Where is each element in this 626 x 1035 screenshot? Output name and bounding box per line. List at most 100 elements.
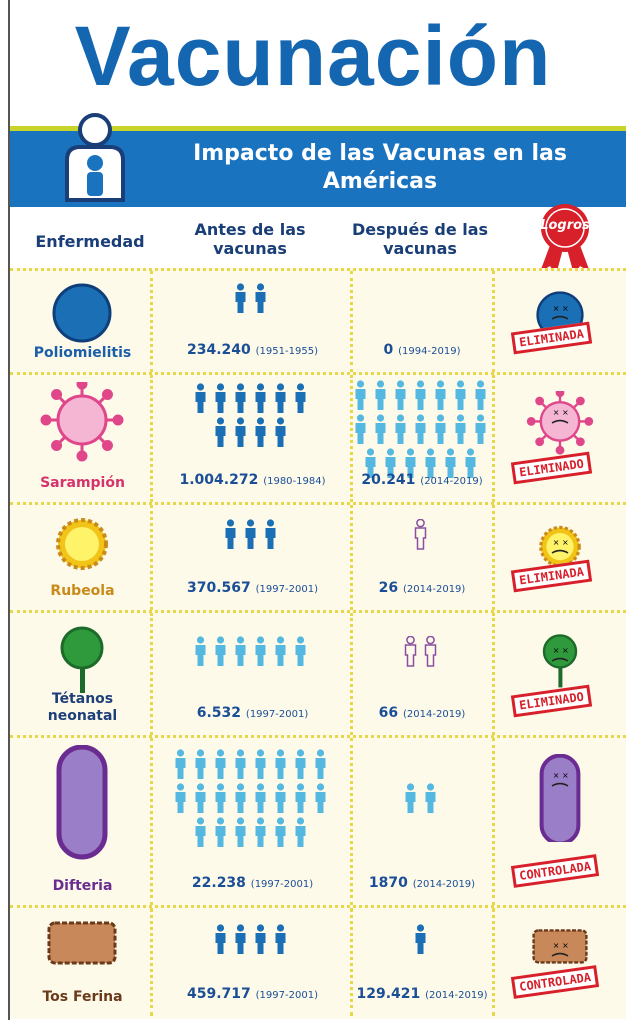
divider <box>350 908 353 1016</box>
people-icons <box>225 519 276 549</box>
divider <box>492 505 495 610</box>
count: 129.421 (2014-2019) <box>352 986 492 1002</box>
divider <box>492 738 495 905</box>
disease-icon <box>47 921 117 965</box>
disease-icon <box>56 518 108 570</box>
disease-icon <box>52 283 112 343</box>
count-value: 1870 <box>368 875 408 891</box>
edge <box>8 0 10 1020</box>
count-value: 234.240 <box>187 342 251 358</box>
divider <box>350 738 353 905</box>
people-icons <box>415 923 426 954</box>
divider <box>150 908 153 1016</box>
disease-name: Tos Ferina <box>42 989 123 1005</box>
count-value: 66 <box>378 705 399 721</box>
svg-text:× ×: × × <box>553 304 569 313</box>
period: (1951-1955) <box>255 346 318 357</box>
disease-icon <box>40 382 124 462</box>
svg-text:× ×: × × <box>553 771 569 780</box>
period: (1997-2001) <box>250 879 314 890</box>
period: (1997-2001) <box>245 709 309 720</box>
svg-text:× ×: × × <box>553 538 569 547</box>
divider <box>150 375 153 502</box>
people-icons <box>175 749 326 847</box>
people-icons <box>414 519 427 550</box>
count: 0 (1994-2019) <box>352 342 492 358</box>
count: 370.567 (1997-2001) <box>155 580 350 596</box>
disease-name: Difteria <box>52 878 113 894</box>
period: (1994-2019) <box>398 346 461 357</box>
achievement-icon: × × <box>539 754 581 842</box>
divider <box>492 271 495 372</box>
disease-name: Sarampión <box>40 475 125 491</box>
count-value: 20.241 <box>361 472 416 488</box>
divider <box>492 613 495 735</box>
count: 6.532 (1997-2001) <box>155 705 350 721</box>
divider <box>150 271 153 372</box>
row <box>10 610 626 738</box>
svg-text:× ×: × × <box>553 646 569 655</box>
count-value: 26 <box>378 580 399 596</box>
disease-name: Rubeola <box>50 583 115 599</box>
period: (2014-2019) <box>420 476 483 487</box>
achievement-icon: × × <box>539 525 581 568</box>
count-value: 459.717 <box>187 986 251 1002</box>
divider <box>350 613 353 735</box>
disease-name: Poliomielitis <box>33 345 132 361</box>
period: (1997-2001) <box>255 584 318 595</box>
people-icons <box>405 783 436 813</box>
period: (1997-2001) <box>255 990 318 1001</box>
svg-text:× ×: × × <box>553 408 569 417</box>
ribbon <box>540 204 590 275</box>
period: (1980-1984) <box>263 476 326 487</box>
title: Vacunación <box>74 9 552 103</box>
count-value: 1.004.272 <box>179 472 259 488</box>
divider <box>492 375 495 502</box>
count: 234.240 (1951-1955) <box>155 342 350 358</box>
disease-icon <box>56 745 108 860</box>
count-value: 0 <box>383 342 394 358</box>
period: (2014-2019) <box>412 879 476 890</box>
divider <box>150 613 153 735</box>
count-value: 370.567 <box>187 580 251 596</box>
divider <box>492 908 495 1016</box>
row <box>10 268 626 375</box>
row <box>10 502 626 613</box>
count-value: 6.532 <box>196 705 242 721</box>
achievement-icon: × × <box>526 391 594 455</box>
people-icons <box>215 923 286 954</box>
count: 1870 (2014-2019) <box>352 875 492 891</box>
people-icons <box>195 383 306 447</box>
disease-icon <box>60 626 104 693</box>
count: 22.238 (1997-2001) <box>155 875 350 891</box>
count-value: 22.238 <box>191 875 246 891</box>
count: 459.717 (1997-2001) <box>155 986 350 1002</box>
col-header: Antes de las vacunas <box>194 220 306 258</box>
col-header: Después de las vacunas <box>351 220 489 258</box>
people-icons <box>404 635 437 667</box>
col-header: Enfermedad <box>35 232 145 251</box>
people-icons <box>355 380 486 478</box>
period: (2014-2019) <box>403 584 466 595</box>
divider <box>350 505 353 610</box>
count: 1.004.272 (1980-1984) <box>155 472 350 488</box>
achievement-icon: × × <box>532 929 588 964</box>
count: 66 (2014-2019) <box>352 705 492 721</box>
divider <box>350 375 353 502</box>
svg-text:× ×: × × <box>553 941 569 950</box>
count: 26 (2014-2019) <box>352 580 492 596</box>
disease-name: Tétanos neonatal <box>47 691 118 724</box>
family-icon <box>65 113 125 202</box>
divider <box>150 738 153 905</box>
banner-text: Impacto de las Vacunas en las Américas <box>193 141 567 194</box>
achievement-icon: × × <box>542 634 578 688</box>
people-icons <box>195 635 306 666</box>
period: (2014-2019) <box>425 990 488 1001</box>
divider <box>350 271 353 372</box>
period: (2014-2019) <box>403 709 466 720</box>
ribbon-label: Logros <box>540 218 590 233</box>
count: 20.241 (2014-2019) <box>352 472 492 488</box>
count-value: 129.421 <box>356 986 421 1002</box>
divider <box>150 505 153 610</box>
